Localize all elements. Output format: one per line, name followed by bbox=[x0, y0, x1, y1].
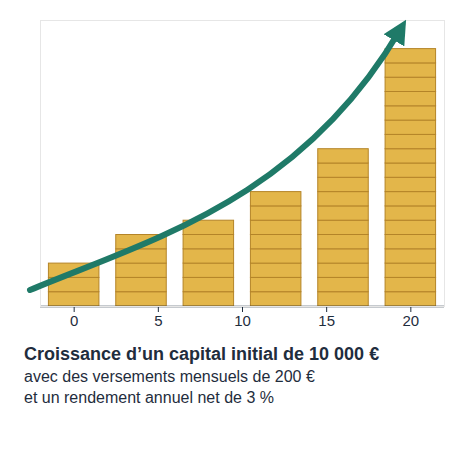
html-text:Croissance d’un capital initia: Croissance d’un capital initial de 10 00… bbox=[24, 344, 380, 364]
html-text:et un rendement annuel net de: et un rendement annuel net de 3 % bbox=[24, 389, 274, 406]
svg-text:20: 20 bbox=[402, 312, 419, 329]
svg-text:10: 10 bbox=[234, 312, 251, 329]
svg-text:5: 5 bbox=[154, 312, 162, 329]
html-text:avec des versements mensuels d: avec des versements mensuels de 200 € bbox=[24, 368, 315, 385]
svg-text:15: 15 bbox=[318, 312, 335, 329]
svg-text:0: 0 bbox=[70, 312, 78, 329]
